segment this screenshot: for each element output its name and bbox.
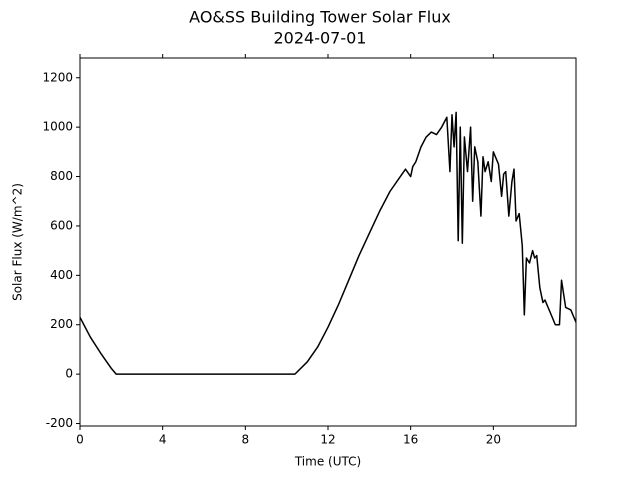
x-tick-label: 20 (486, 433, 501, 447)
y-tick-label: 400 (50, 268, 73, 282)
y-axis-label: Solar Flux (W/m^2) (11, 183, 25, 301)
x-tick-label: 4 (159, 433, 167, 447)
y-tick-label: 200 (50, 317, 73, 331)
y-tick-label: 1200 (42, 70, 73, 84)
y-tick-label: -200 (46, 416, 73, 430)
chart-title: AO&SS Building Tower Solar Flux (189, 8, 451, 27)
x-tick-label: 0 (76, 433, 84, 447)
y-tick-label: 1000 (42, 120, 73, 134)
plot-frame (79, 57, 577, 427)
y-tick-label: 800 (50, 169, 73, 183)
data-line (80, 111, 576, 375)
x-tick-label: 16 (403, 433, 418, 447)
y-tick-label: 0 (65, 367, 73, 381)
x-axis-label: Time (UTC) (294, 455, 361, 469)
x-tick-label: 12 (320, 433, 335, 447)
y-tick-label: 600 (50, 218, 73, 232)
x-tick-label: 8 (242, 433, 250, 447)
chart-subtitle: 2024-07-01 (274, 29, 367, 48)
